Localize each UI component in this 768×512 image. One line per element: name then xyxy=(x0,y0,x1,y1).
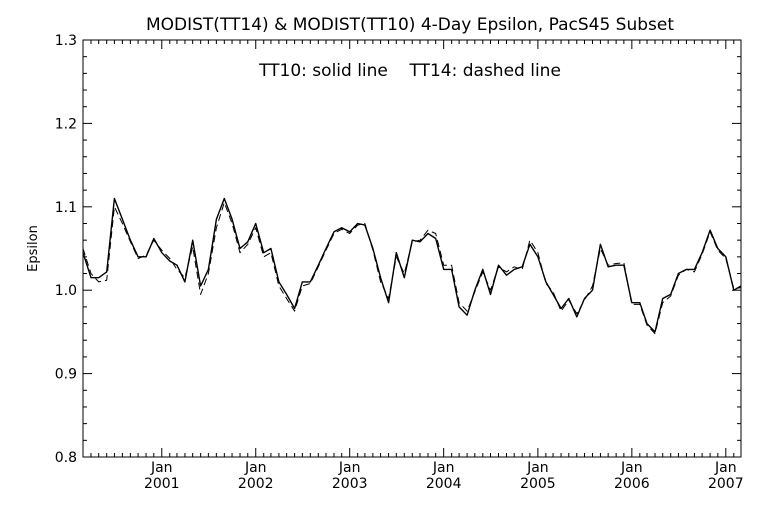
y-tick-label: 1.1 xyxy=(55,200,77,216)
x-tick-month-label: Jan xyxy=(620,460,643,476)
y-tick-label: 0.9 xyxy=(55,367,77,383)
x-tick-year-label: 2005 xyxy=(520,476,556,492)
chart-title: MODIST(TT14) & MODIST(TT10) 4-Day Epsilo… xyxy=(146,15,674,35)
x-tick-year-label: 2006 xyxy=(614,476,650,492)
axis-ticks xyxy=(82,39,742,458)
line-style-annotation: TT10: solid line TT14: dashed line xyxy=(258,61,561,81)
y-tick-label: 1.2 xyxy=(55,116,77,132)
x-tick-month-label: Jan xyxy=(432,460,455,476)
data-series xyxy=(82,197,742,335)
x-tick-month-label: Jan xyxy=(338,460,361,476)
x-tick-labels: Jan2001Jan2002Jan2003Jan2004Jan2005Jan20… xyxy=(144,460,744,492)
series-line-tt14 xyxy=(82,202,742,335)
x-tick-month-label: Jan xyxy=(150,460,173,476)
plot-frame xyxy=(82,39,742,458)
x-tick-year-label: 2007 xyxy=(708,476,744,492)
x-tick-month-label: Jan xyxy=(714,460,737,476)
y-tick-label: 0.8 xyxy=(55,450,77,466)
series-line-tt10 xyxy=(82,197,742,333)
x-tick-month-label: Jan xyxy=(244,460,267,476)
x-tick-year-label: 2001 xyxy=(144,476,180,492)
x-tick-month-label: Jan xyxy=(526,460,549,476)
y-tick-label: 1.0 xyxy=(55,283,77,299)
x-tick-year-label: 2004 xyxy=(426,476,462,492)
y-tick-labels: 0.8 0.9 1.0 1.1 1.2 1.3 xyxy=(55,33,77,466)
y-axis-label: Epsilon xyxy=(26,225,41,272)
y-tick-label: 1.3 xyxy=(55,33,77,49)
x-tick-year-label: 2002 xyxy=(238,476,274,492)
x-tick-year-label: 2003 xyxy=(332,476,368,492)
